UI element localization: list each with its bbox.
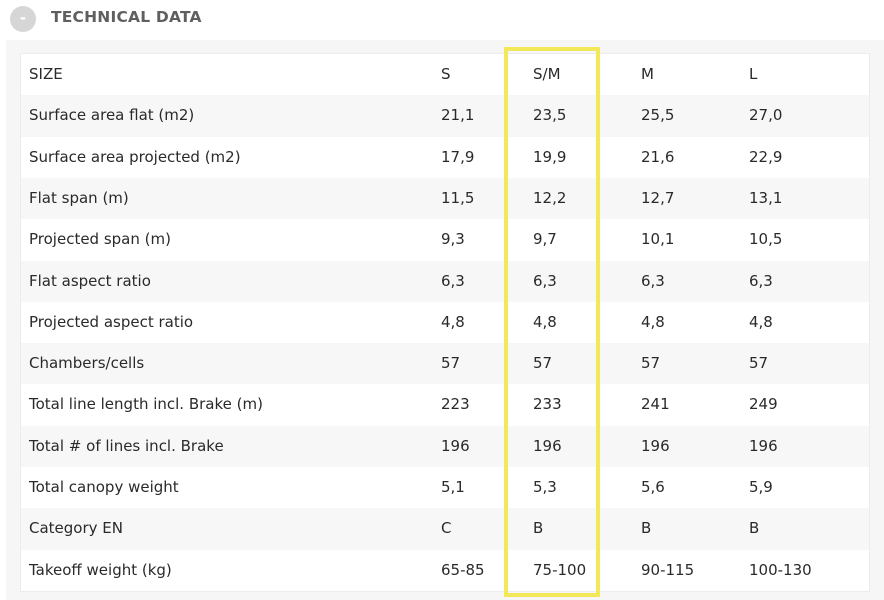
row-label: Flat span (m): [29, 188, 129, 207]
table-cell: 5,9: [749, 478, 773, 496]
table-cell: 19,9: [533, 147, 567, 166]
table-cell: 17,9: [441, 147, 475, 166]
row-label: Category EN: [29, 519, 123, 538]
table-cell: 12,2: [533, 188, 567, 207]
table-cell: 196: [441, 436, 470, 455]
row-label: Chambers/cells: [29, 354, 145, 373]
column-header: M: [641, 65, 654, 83]
table-cell: 233: [533, 395, 562, 414]
table-cell: 223: [441, 395, 470, 414]
table-cell: 4,8: [641, 312, 665, 331]
column-header: S: [441, 65, 451, 83]
column-header: L: [749, 65, 758, 83]
table-row: Surface area projected (m2) 17,9 19,9 21,6 2…: [21, 137, 869, 178]
table-row: Takeoff weight (kg) 65-85 75-100 90-115 100-…: [21, 550, 869, 591]
row-label: Takeoff weight (kg): [29, 560, 172, 579]
table-row: Surface area flat (m2) 21,1 23,5 25,5 27,0: [21, 95, 869, 137]
table-cell: 249: [749, 395, 778, 414]
table-cell: B: [749, 519, 760, 538]
table-cell: 23,5: [533, 106, 567, 125]
table-cell: 5,3: [533, 478, 557, 496]
table-cell: 12,7: [641, 188, 675, 207]
table-row: Flat span (m) 11,5 12,2 12,7 13,1: [21, 177, 869, 220]
column-header: S/M: [533, 65, 561, 83]
table-cell: 6,3: [441, 271, 465, 290]
row-label: Flat aspect ratio: [29, 271, 151, 290]
table-cell: 27,0: [749, 106, 783, 125]
table-cell: 4,8: [749, 312, 773, 331]
table-cell: 6,3: [533, 271, 557, 290]
table-cell: 11,5: [441, 188, 475, 207]
table-cell: 6,3: [641, 271, 665, 290]
table-cell: 6,3: [749, 271, 773, 290]
table-cell: 100-130: [749, 560, 812, 579]
table-cell: 196: [749, 436, 778, 455]
table-header-row: SIZE S S/M M L: [21, 54, 869, 95]
table-cell: 4,8: [533, 312, 557, 331]
table-cell: 10,1: [641, 230, 675, 249]
table-row: Total line length incl. Brake (m) 223 233 2…: [21, 384, 869, 425]
table-cell: 10,5: [749, 230, 783, 249]
row-label: Total line length incl. Brake (m): [29, 395, 263, 414]
table-row: Chambers/cells 57 57 57 57: [21, 343, 869, 385]
table-row: Projected aspect ratio 4,8 4,8 4,8 4,8: [21, 302, 869, 343]
table-cell: 241: [641, 395, 670, 414]
table-cell: 57: [533, 354, 553, 373]
table-cell: 25,5: [641, 106, 675, 125]
table-row: Total # of lines incl. Brake 196 196 196 196: [21, 425, 869, 467]
table-cell: 22,9: [749, 147, 783, 166]
table-cell: 21,6: [641, 147, 675, 166]
row-label: Surface area projected (m2): [29, 147, 241, 166]
table-cell: 75-100: [533, 560, 587, 579]
table-cell: 9,7: [533, 230, 557, 249]
row-label: Projected span (m): [29, 230, 171, 249]
table-cell: 4,8: [441, 312, 465, 331]
row-label: Total # of lines incl. Brake: [29, 436, 224, 455]
table-row: Projected span (m) 9,3 9,7 10,1 10,5: [21, 219, 869, 260]
table-cell: 13,1: [749, 188, 783, 207]
table-cell: 57: [749, 354, 769, 373]
table-cell: 5,1: [441, 478, 465, 496]
section-title: TECHNICAL DATA: [51, 8, 202, 26]
column-header-size: SIZE: [29, 65, 63, 83]
table-row: Category EN C B B B: [21, 508, 869, 550]
table-cell: 196: [641, 436, 670, 455]
table-cell: 21,1: [441, 106, 475, 125]
table-cell: 9,3: [441, 230, 465, 249]
table-cell: B: [533, 519, 544, 538]
section-header: - TECHNICAL DATA: [0, 0, 884, 36]
table-row: Total canopy weight 5,1 5,3 5,6 5,9: [21, 467, 869, 508]
table-cell: B: [641, 519, 652, 538]
technical-data-table: SIZE S S/M M L Surface area flat (m2) 21,1 23,5…: [20, 53, 870, 592]
table-cell: 65-85: [441, 560, 485, 579]
table-cell: 57: [641, 354, 661, 373]
table-cell: 196: [533, 436, 562, 455]
row-label: Total canopy weight: [29, 478, 179, 496]
table-cell: 90-115: [641, 560, 695, 579]
table-cell: 57: [441, 354, 461, 373]
table-cell: C: [441, 519, 452, 538]
row-label: Projected aspect ratio: [29, 312, 194, 331]
table-row: Flat aspect ratio 6,3 6,3 6,3 6,3: [21, 260, 869, 302]
row-label: Surface area flat (m2): [29, 106, 195, 125]
collapse-toggle-button[interactable]: -: [10, 6, 36, 32]
table-cell: 5,6: [641, 478, 665, 496]
